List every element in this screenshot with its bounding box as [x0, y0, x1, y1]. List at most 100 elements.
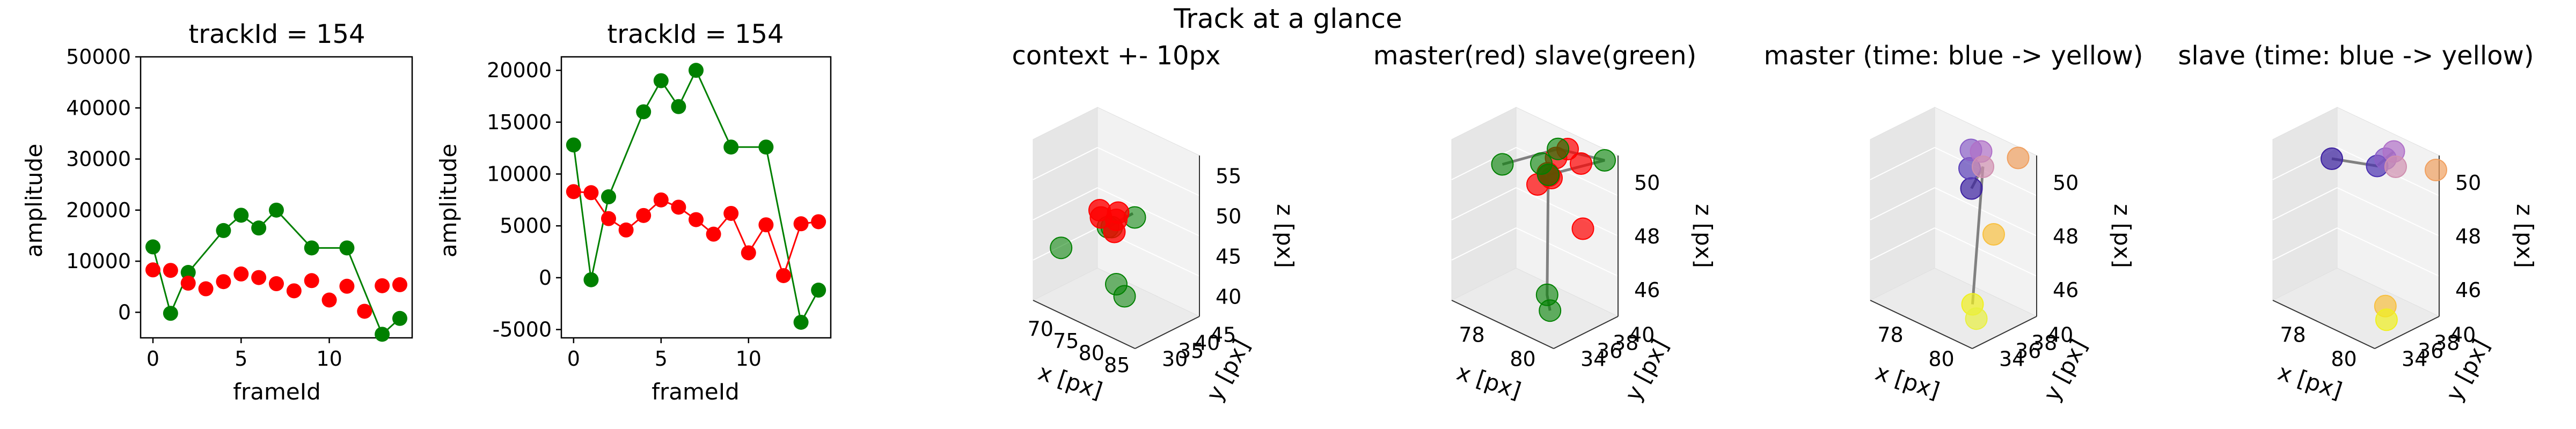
panel-4-title: master(red) slave(green)	[1373, 41, 1696, 71]
z-axis-label: z [px]	[2109, 204, 2135, 268]
track-point	[1593, 149, 1616, 172]
panel-2-plot: 0 5 10 -5000 0 5000 10000 15000 20000	[487, 56, 832, 371]
track-point	[1965, 307, 1988, 330]
z-tick-label: 55	[1216, 165, 1241, 188]
y-axis-line	[1972, 316, 2037, 349]
track-point	[1570, 152, 1592, 175]
y-tick-label: 10000	[487, 162, 552, 186]
track-point	[1539, 299, 1562, 322]
panel-1-xlabel: frameId	[233, 379, 321, 405]
data-point	[723, 139, 739, 155]
x-tick-label: 5	[655, 347, 668, 371]
z-tick-label: 48	[2455, 225, 2481, 248]
y-tick-label: 34	[1580, 347, 1606, 371]
panel-3-title: context +- 10px	[1012, 41, 1221, 71]
x-tick-label: 80	[1928, 347, 1954, 371]
y-tick-label: 36	[2015, 339, 2041, 363]
data-point	[145, 262, 160, 278]
grid-line	[1934, 187, 2037, 236]
track-point	[1491, 153, 1514, 176]
x-tick-label: 70	[1028, 317, 1053, 341]
z-tick-label: 50	[1216, 205, 1241, 228]
z-tick-label: 48	[2053, 225, 2079, 248]
grid-line	[2272, 187, 2338, 220]
data-point	[163, 306, 178, 321]
y-tick-label: 0	[539, 266, 552, 290]
z-tick-label: 50	[2053, 171, 2079, 195]
data-point	[758, 217, 774, 233]
data-point	[339, 240, 355, 256]
grid-line	[1097, 147, 1200, 196]
y-tick-label: 40	[2047, 323, 2073, 347]
track-point	[2007, 146, 2030, 169]
y-tick-label: 38	[2031, 331, 2057, 355]
panel-amplitude-2: trackId = 154 frameId amplitude 0 5 10 -500…	[435, 19, 832, 405]
z-tick-label: 46	[2053, 278, 2079, 302]
panel-6-title: slave (time: blue -> yellow)	[2178, 41, 2534, 71]
z-tick-label: 46	[1634, 278, 1660, 302]
data-point	[180, 265, 196, 280]
x-tick-label: 78	[1459, 323, 1484, 347]
x-axis-line	[1033, 300, 1136, 349]
y-tick-label: 45	[1210, 323, 1236, 347]
data-point	[198, 281, 214, 297]
data-point	[689, 212, 704, 227]
data-point	[233, 208, 249, 223]
panel-amplitude-1: trackId = 154 frameId amplitude 0 5 10 0 100…	[21, 19, 413, 405]
grid-line	[1451, 227, 1517, 261]
y-tick-label: 40000	[66, 96, 131, 120]
data-point	[618, 222, 634, 238]
track-point	[1530, 152, 1553, 175]
x-axis-line	[2272, 300, 2375, 349]
data-point	[671, 99, 686, 114]
grid-line	[2337, 227, 2440, 277]
data-point	[357, 304, 372, 319]
y-tick-label: 36	[2418, 339, 2443, 363]
x-tick-label: 0	[147, 347, 159, 371]
panel-1-title: trackId = 154	[188, 19, 365, 49]
x-axis-label: x [px]	[1035, 359, 1106, 404]
data-point	[758, 139, 774, 155]
track-point	[1089, 206, 1113, 229]
y-tick-label: 20000	[66, 198, 131, 222]
data-point	[269, 276, 284, 292]
data-point	[741, 245, 756, 261]
track-point	[1113, 285, 1136, 308]
x-tick-label: 80	[1079, 341, 1104, 365]
z-axis-label: z [px]	[1272, 204, 1298, 268]
data-point	[304, 240, 319, 256]
data-point	[566, 184, 581, 199]
grid-line	[1451, 187, 1517, 220]
data-point	[566, 137, 581, 153]
y-tick-label: 30	[1162, 347, 1188, 371]
grid-line	[1870, 227, 1935, 261]
data-point	[163, 263, 178, 278]
data-point	[601, 189, 617, 205]
x-axis-line	[1451, 300, 1554, 349]
data-point	[251, 220, 267, 236]
data-point	[180, 276, 196, 291]
y-tick-label: 50000	[66, 45, 131, 69]
track-point	[2384, 156, 2407, 178]
x-tick-label: 0	[567, 347, 580, 371]
data-point	[706, 226, 721, 242]
x-tick-label: 10	[316, 347, 342, 371]
x-axis-line	[1870, 300, 1973, 349]
track-point	[1050, 236, 1073, 260]
data-point	[583, 185, 599, 201]
track-point	[1982, 223, 2005, 246]
y-tick-label: 35	[1178, 339, 1204, 363]
z-axis-label: z [px]	[2512, 204, 2538, 268]
z-tick-label: 46	[2455, 278, 2481, 302]
data-point	[392, 310, 407, 326]
y-tick-label: 36	[1597, 339, 1622, 363]
grid-line	[1870, 187, 1935, 220]
track-point	[2321, 147, 2343, 170]
y-axis-line	[1135, 316, 1200, 349]
